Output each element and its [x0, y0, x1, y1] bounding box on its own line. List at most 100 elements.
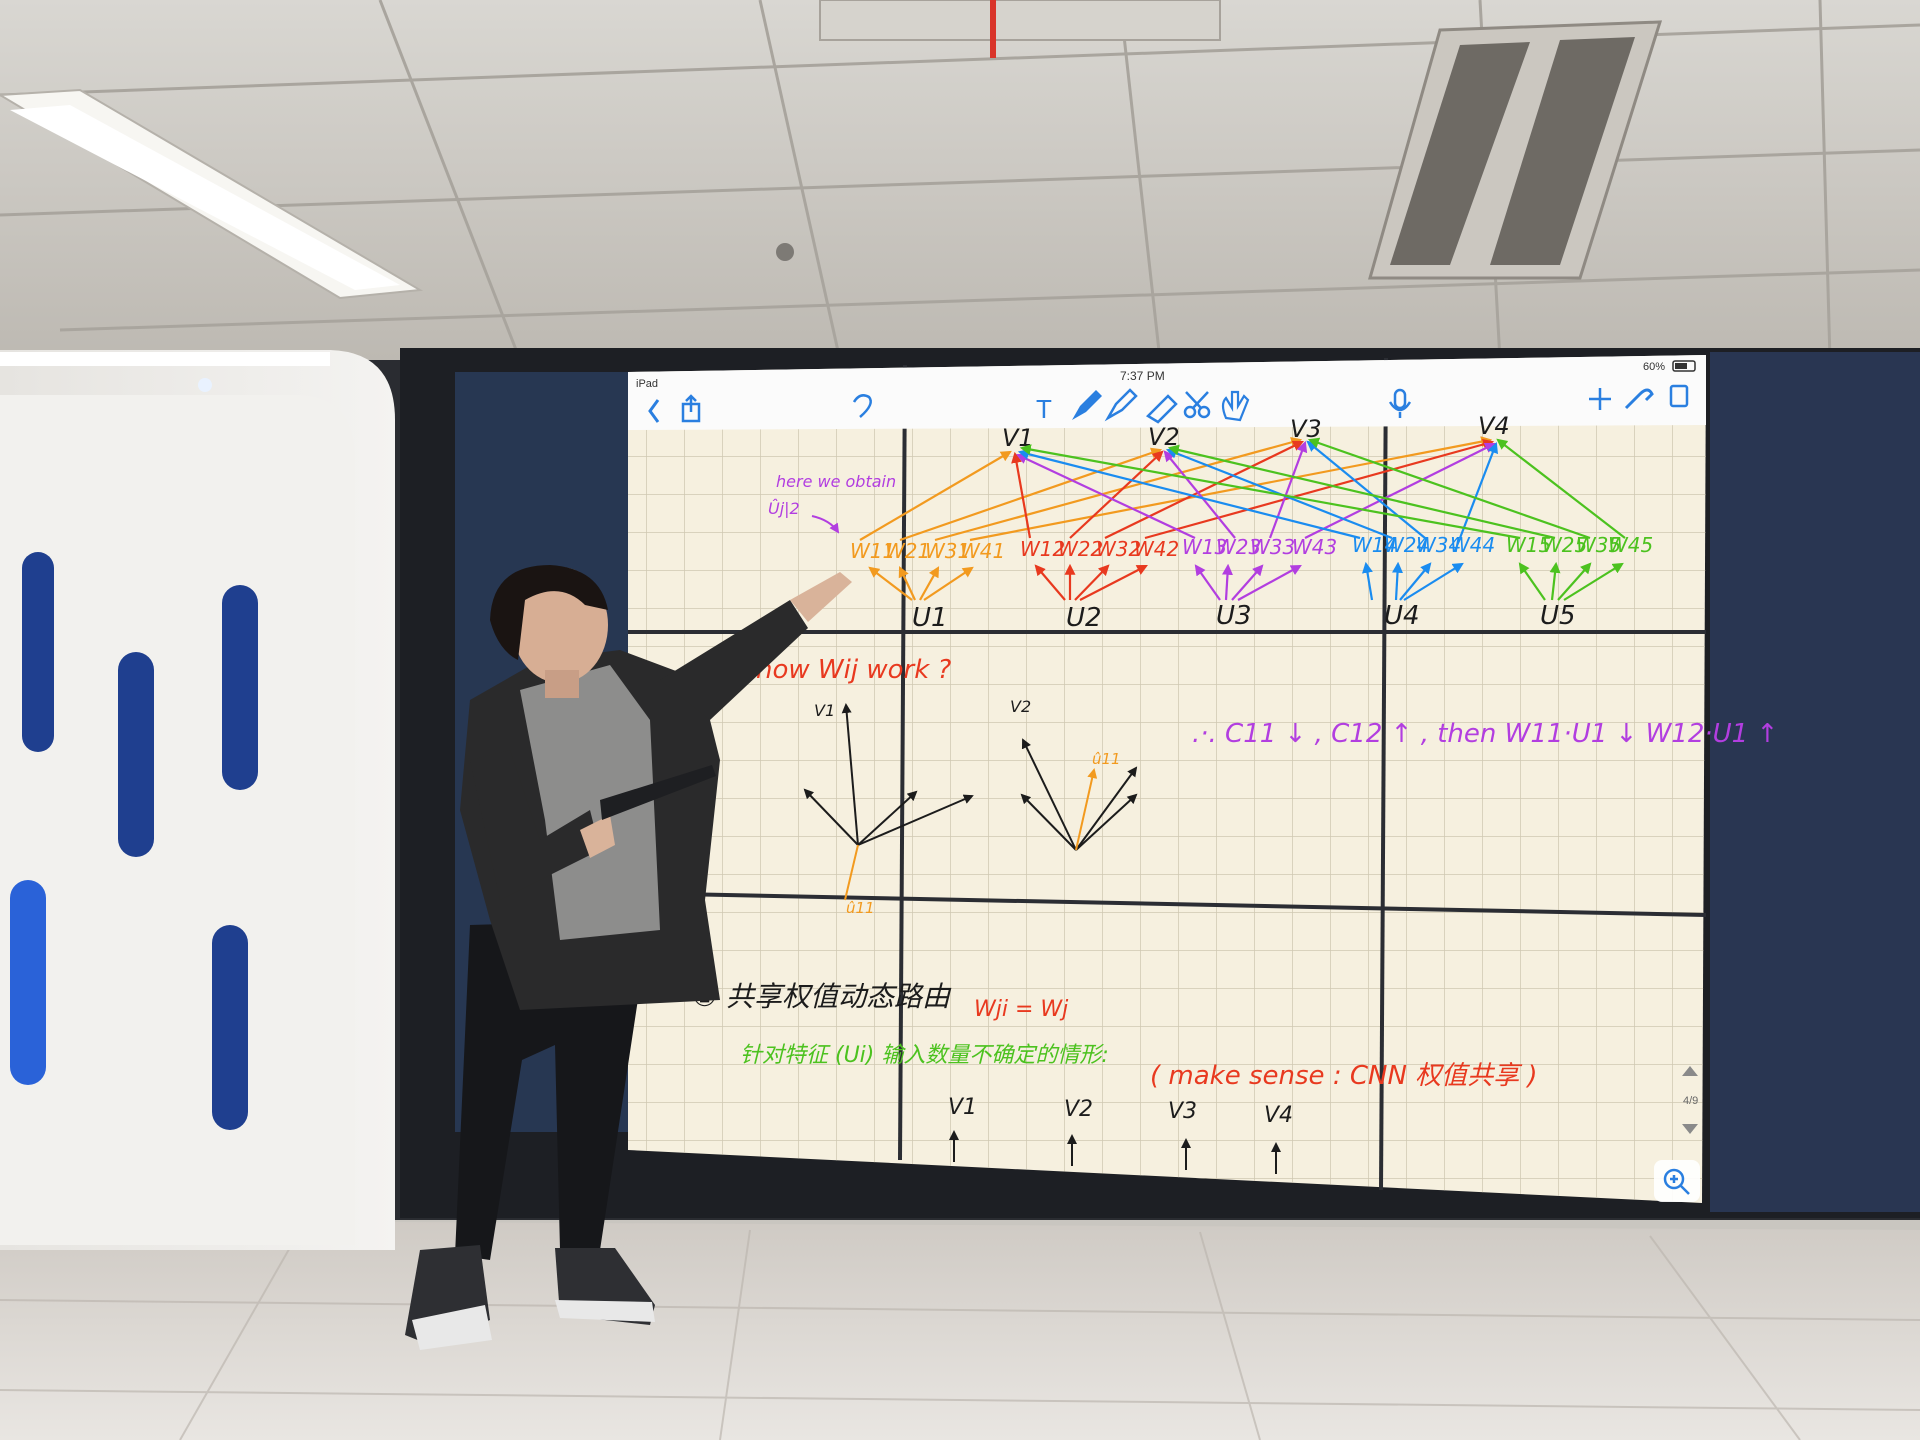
- tool-text[interactable]: T: [1036, 394, 1052, 424]
- hair: [490, 565, 608, 660]
- status-device: iPad: [636, 378, 658, 390]
- weight-w13: W13: [1182, 535, 1227, 559]
- v1-diagram-label: V1: [814, 701, 835, 720]
- pen-icon[interactable]: [1072, 390, 1102, 420]
- bottom-row-v3: V3: [1168, 1099, 1197, 1124]
- weight-w42: W42: [1134, 537, 1179, 561]
- hand-tool-icon[interactable]: [1221, 390, 1250, 422]
- sprinkler: [776, 243, 794, 261]
- weight-w44: W44: [1450, 533, 1495, 557]
- question-text: how Wij work ?: [756, 655, 952, 685]
- bottom-row-v2: V2: [1064, 1097, 1093, 1122]
- share-button[interactable]: [681, 394, 701, 423]
- microphone-icon[interactable]: [1388, 388, 1412, 418]
- presenter: [405, 565, 852, 1350]
- pages-button[interactable]: [1669, 384, 1689, 408]
- bottom-node-u2: U2: [1066, 603, 1102, 633]
- weight-w11: W11: [850, 539, 895, 563]
- connection-lines: [859, 436, 1626, 542]
- weight-w31: W31: [925, 539, 970, 563]
- tool-pen[interactable]: [1072, 390, 1102, 420]
- app-toolbar: iPad 7:37 PM 60% T: [628, 355, 1706, 430]
- weight-w23: W23: [1216, 535, 1261, 559]
- vector-diagram-1: [803, 703, 974, 846]
- top-node-v3: V3: [1290, 415, 1322, 443]
- tool-scissors[interactable]: [1183, 391, 1211, 419]
- weight-w32: W32: [1096, 537, 1141, 561]
- air-vent: [1368, 20, 1663, 280]
- bottom-row-v4: V4: [1264, 1103, 1293, 1128]
- undo-icon[interactable]: [852, 394, 872, 418]
- weight-w24: W24: [1384, 533, 1429, 557]
- section-heading: ② 共享权值动态路由: [692, 980, 952, 1013]
- ceiling-light: [0, 88, 424, 300]
- weight-w15: W15: [1506, 533, 1551, 557]
- ceiling-grille: [819, 0, 1221, 41]
- zoom-button[interactable]: [1654, 1160, 1700, 1202]
- scissors-icon[interactable]: [1183, 391, 1211, 419]
- microphone-button[interactable]: [1388, 388, 1412, 418]
- back-button[interactable]: [648, 399, 660, 423]
- top-node-v4: V4: [1478, 412, 1510, 440]
- weight-w25: W25: [1542, 533, 1587, 557]
- red-cord: [990, 0, 996, 58]
- pages-icon[interactable]: [1669, 384, 1689, 408]
- section-formula: Wji = Wj: [974, 997, 1069, 1022]
- annotation-line-2: Ûj|2: [768, 499, 800, 518]
- u-hat-label-1: û11: [846, 899, 875, 917]
- bottom-row-arrows: [949, 1130, 1281, 1174]
- text-tool-icon[interactable]: T: [1036, 394, 1052, 424]
- section-note-green: 针对特征 (Ui) 输入数量不确定的情形:: [740, 1043, 1109, 1068]
- undo-button[interactable]: [852, 394, 872, 418]
- section-note-red: ( make sense : CNN 权值共享 ): [1150, 1061, 1538, 1091]
- weight-w43: W43: [1292, 535, 1337, 559]
- conclusion-text: .·. C11 ↓ , C12 ↑ , then W11·U1 ↓ W12·U1…: [1192, 719, 1778, 749]
- page-scroller[interactable]: 4/9: [1682, 1066, 1698, 1134]
- weight-w41: W41: [960, 539, 1005, 563]
- eraser-icon[interactable]: [1145, 394, 1178, 424]
- note-content: here we obtain Ûj|2 V1 V2 V3 V4 W11 W21 …: [692, 412, 1778, 1202]
- annotation-line-1: here we obtain: [776, 472, 896, 491]
- weight-w45: W45: [1608, 533, 1653, 557]
- projected-screen: [627, 355, 1707, 1203]
- weight-w12: W12: [1020, 537, 1065, 561]
- zoom-in-icon[interactable]: [1663, 1168, 1690, 1195]
- bottom-node-u1: U1: [912, 603, 948, 633]
- top-node-v2: V2: [1148, 423, 1180, 451]
- u-hat-vector-2: [1075, 768, 1098, 851]
- tool-eraser[interactable]: [1145, 394, 1178, 424]
- wall-panel: [0, 350, 395, 1250]
- share-icon[interactable]: [681, 394, 701, 423]
- highlighter-icon[interactable]: [1104, 388, 1138, 422]
- chevron-left-icon[interactable]: [648, 399, 660, 423]
- battery-icon: [1672, 360, 1696, 372]
- add-page-button[interactable]: [1589, 388, 1611, 410]
- tool-hand[interactable]: [1221, 390, 1250, 422]
- ceiling: [0, 0, 1920, 361]
- weight-w35: W35: [1576, 533, 1621, 557]
- vector-diagram-2: [1020, 738, 1138, 851]
- tablet-device: [600, 765, 716, 820]
- settings-button[interactable]: [1624, 388, 1654, 410]
- status-battery: 60%: [1643, 361, 1665, 373]
- plus-icon[interactable]: [1589, 388, 1611, 410]
- top-node-v1: V1: [1002, 424, 1034, 452]
- tool-highlighter[interactable]: [1104, 388, 1138, 422]
- bottom-row-v1: V1: [948, 1095, 977, 1120]
- weight-w21: W21: [885, 539, 930, 563]
- weight-w22: W22: [1058, 537, 1103, 561]
- wrench-icon[interactable]: [1624, 388, 1654, 410]
- status-time: 7:37 PM: [1120, 369, 1165, 383]
- u-hat-label-2: û11: [1092, 750, 1121, 768]
- u-hat-vector-1: [844, 844, 859, 901]
- bottom-node-u5: U5: [1540, 601, 1576, 631]
- page-indicator: 4/9: [1683, 1095, 1698, 1107]
- bottom-node-u4: U4: [1384, 601, 1420, 631]
- bottom-node-u3: U3: [1216, 601, 1252, 631]
- input-arrows: [868, 561, 1624, 601]
- v2-diagram-label: V2: [1010, 697, 1031, 716]
- weight-w34: W34: [1416, 533, 1461, 557]
- weight-w33: W33: [1250, 535, 1295, 559]
- weight-w14: W14: [1352, 533, 1397, 557]
